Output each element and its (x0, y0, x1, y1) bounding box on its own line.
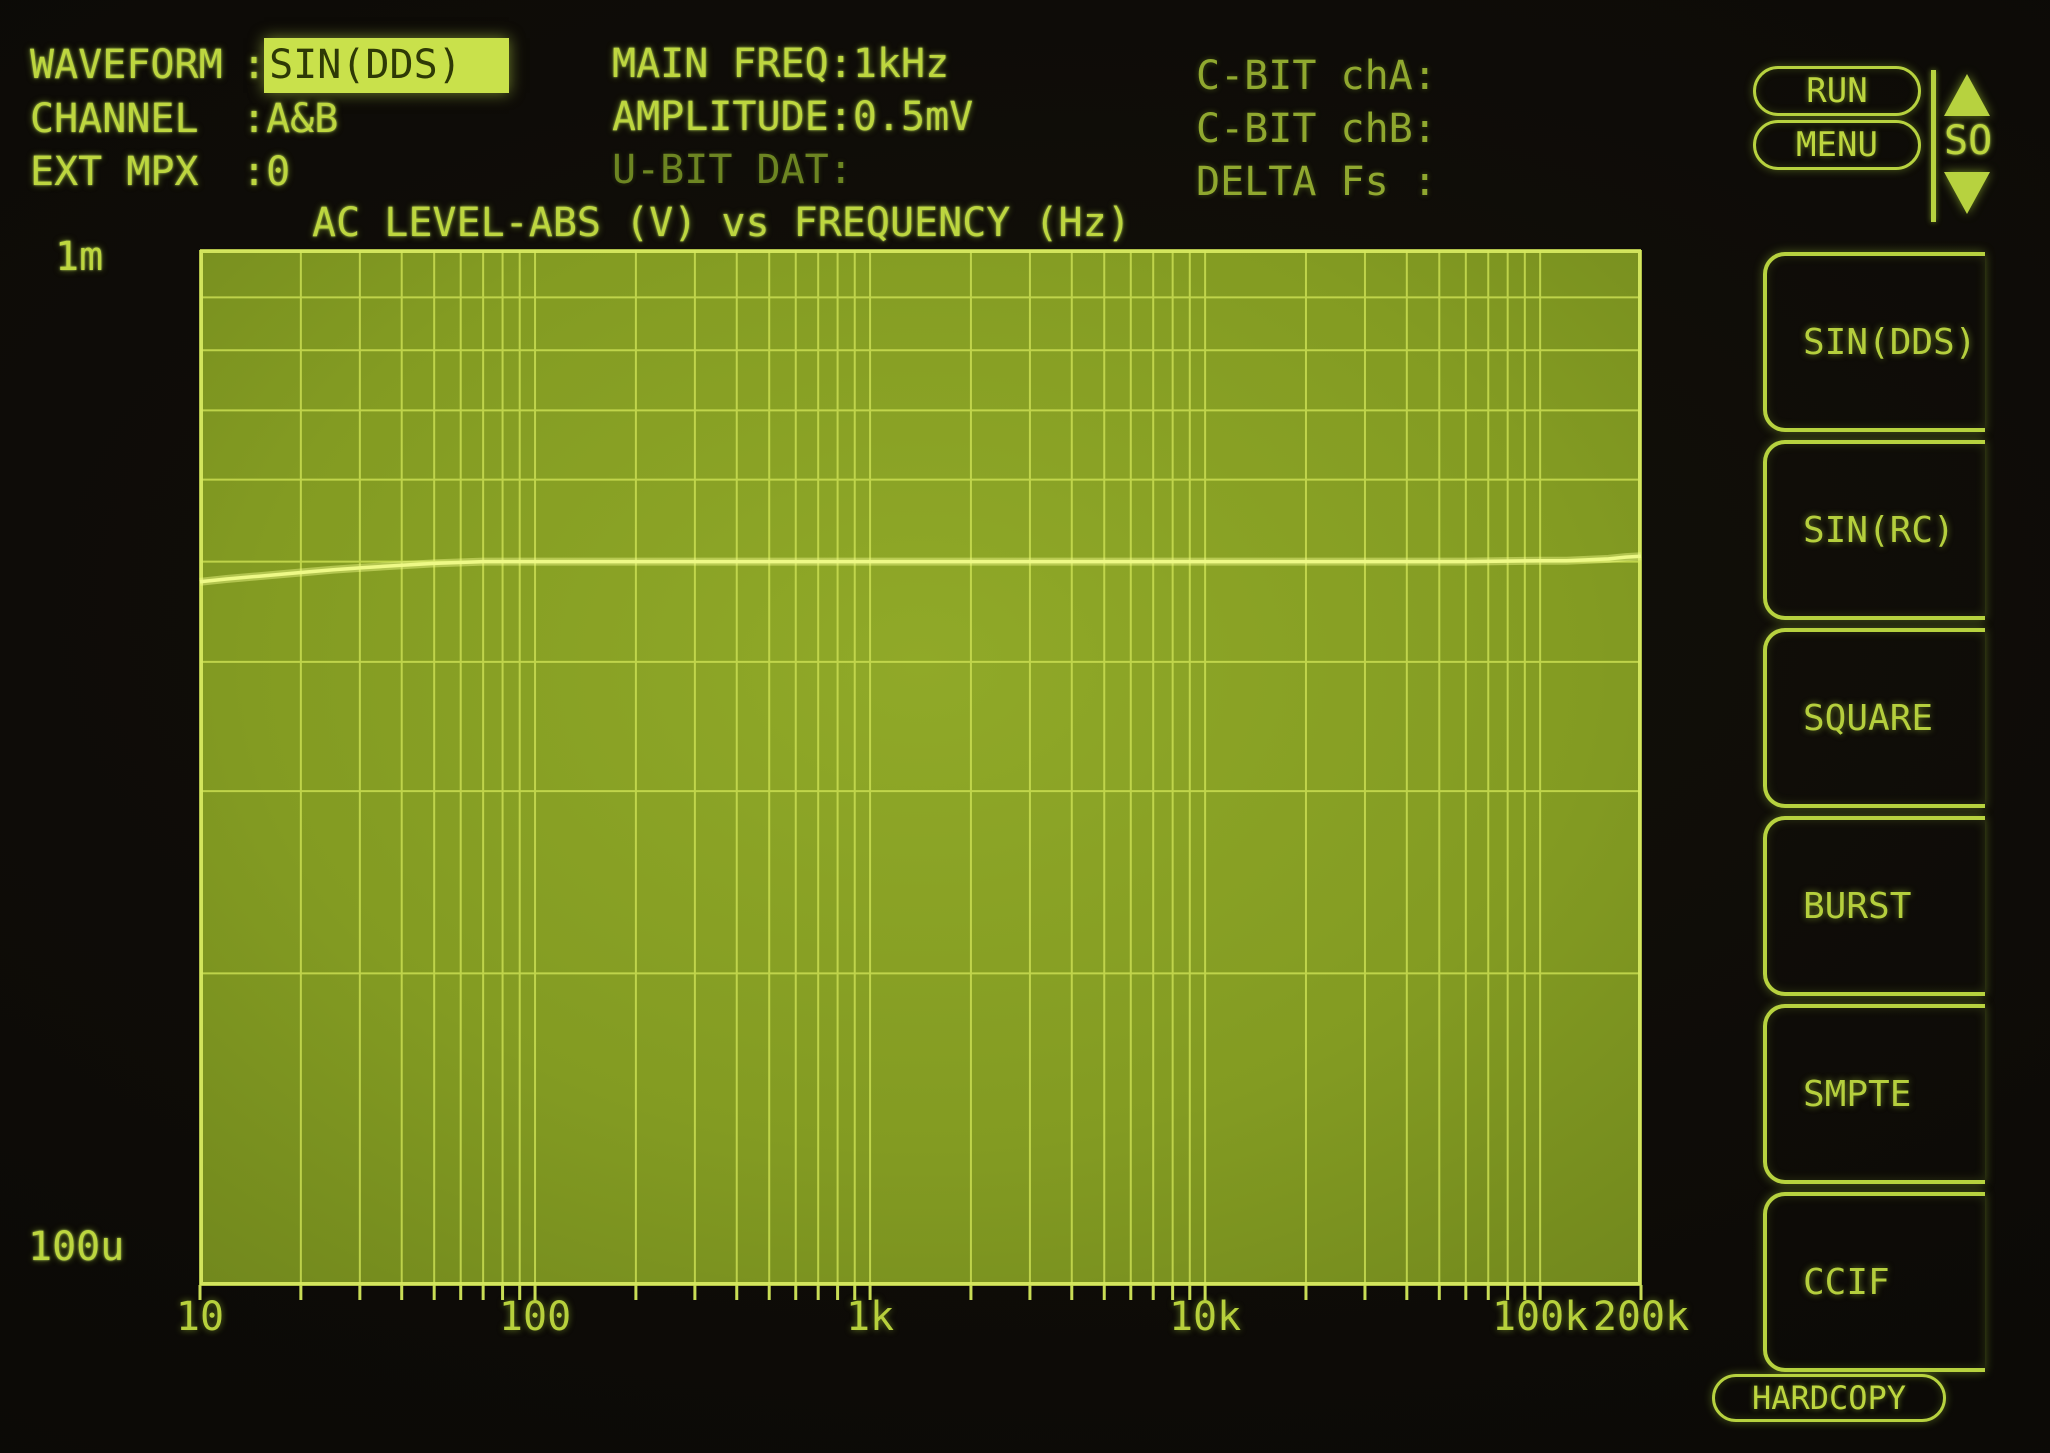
softkey-sin-dds[interactable]: SIN(DDS) (1763, 252, 1985, 432)
scroll-up-icon[interactable] (1944, 74, 1990, 116)
menu-button[interactable]: MENU (1753, 120, 1921, 170)
scroll-down-icon[interactable] (1944, 172, 1990, 214)
amplitude-row: AMPLITUDE: 0.5mV (612, 91, 973, 144)
y-tick-label-100u: 100u (28, 1224, 125, 1270)
plot-background (200, 250, 1641, 1285)
main-freq-row: MAIN FREQ: 1kHz (612, 38, 973, 91)
amplitude-label: AMPLITUDE: (612, 94, 853, 140)
channel-row: CHANNEL: A&B (30, 93, 509, 146)
main-freq-label: MAIN FREQ: (612, 41, 853, 87)
channel-value[interactable]: A&B (266, 96, 339, 142)
amplitude-value[interactable]: 0.5mV (852, 94, 974, 140)
waveform-value[interactable]: SIN(DDS) (264, 38, 510, 93)
c-bit-cha-row: C-BIT chA: (1196, 50, 1437, 103)
chart-plot-area (198, 249, 1643, 1300)
param-block-left: WAVEFORM: SIN(DDS) CHANNEL: A&B EXT MPX:0 (30, 38, 510, 199)
so-indicator: SO (1944, 118, 1993, 164)
x-tick-label: 1k (845, 1294, 895, 1340)
u-bit-label: U-BIT DAT: (612, 147, 853, 193)
x-tick-label: 100 (498, 1294, 572, 1340)
softkey-sin-rc[interactable]: SIN(RC) (1763, 440, 1985, 620)
softkey-smpte[interactable]: SMPTE (1763, 1004, 1985, 1184)
softkey-sin-dds-label: SIN(DDS) (1803, 321, 1977, 363)
softkey-ccif[interactable]: CCIF (1763, 1192, 1985, 1372)
softkey-burst-label: BURST (1803, 885, 1912, 927)
x-tick-label: 10k (1168, 1294, 1242, 1340)
hardcopy-button[interactable]: HARDCOPY (1712, 1374, 1946, 1422)
softkey-square[interactable]: SQUARE (1763, 628, 1985, 808)
softkey-square-label: SQUARE (1803, 697, 1934, 739)
channel-label: CHANNEL (30, 96, 199, 142)
ext-mpx-label: EXT MPX (30, 149, 199, 195)
y-tick-label-1m: 1m (55, 234, 104, 280)
softkey-sin-rc-label: SIN(RC) (1803, 509, 1955, 551)
plot-border (200, 250, 1641, 1285)
softkey-smpte-label: SMPTE (1803, 1073, 1912, 1115)
status-block-right: C-BIT chA: C-BIT chB: DELTA Fs : (1196, 50, 1437, 209)
c-bit-cha-label: C-BIT chA: (1196, 53, 1437, 99)
trace-line (199, 554, 1642, 584)
chart-title: AC LEVEL-ABS (V) vs FREQUENCY (Hz) (312, 200, 1131, 246)
run-button[interactable]: RUN (1753, 66, 1921, 116)
param-block-mid: MAIN FREQ: 1kHz AMPLITUDE: 0.5mV U-BIT DAT… (612, 38, 973, 197)
softkey-burst[interactable]: BURST (1763, 816, 1985, 996)
delta-fs-row: DELTA Fs : (1196, 156, 1437, 209)
run-menu-group: RUN MENU (1753, 66, 1921, 170)
waveform-label: WAVEFORM (30, 42, 223, 88)
waveform-row: WAVEFORM: SIN(DDS) (30, 38, 510, 93)
delta-fs-label: DELTA Fs : (1196, 159, 1437, 205)
c-bit-chb-row: C-BIT chB: (1196, 103, 1437, 156)
waveform-colon: : (242, 42, 267, 88)
x-tick-label: 10 (175, 1294, 225, 1340)
softkey-ccif-label: CCIF (1803, 1261, 1890, 1303)
so-separator-bar (1931, 70, 1936, 222)
u-bit-row: U-BIT DAT: (612, 144, 973, 197)
x-tick-label: 200k (1592, 1294, 1690, 1340)
ext-mpx-value[interactable]: 0 (266, 149, 291, 195)
x-tick-label: 100k (1491, 1294, 1589, 1340)
c-bit-chb-label: C-BIT chB: (1196, 106, 1437, 152)
main-freq-value[interactable]: 1kHz (852, 41, 950, 87)
ext-mpx-row: EXT MPX:0 (30, 146, 509, 199)
channel-colon: : (242, 96, 267, 142)
ext-mpx-colon: : (242, 149, 267, 195)
x-axis-ticks (198, 1285, 1643, 1300)
